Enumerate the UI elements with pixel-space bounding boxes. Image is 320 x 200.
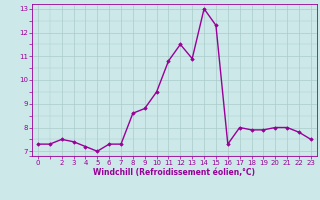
X-axis label: Windchill (Refroidissement éolien,°C): Windchill (Refroidissement éolien,°C)	[93, 168, 255, 177]
